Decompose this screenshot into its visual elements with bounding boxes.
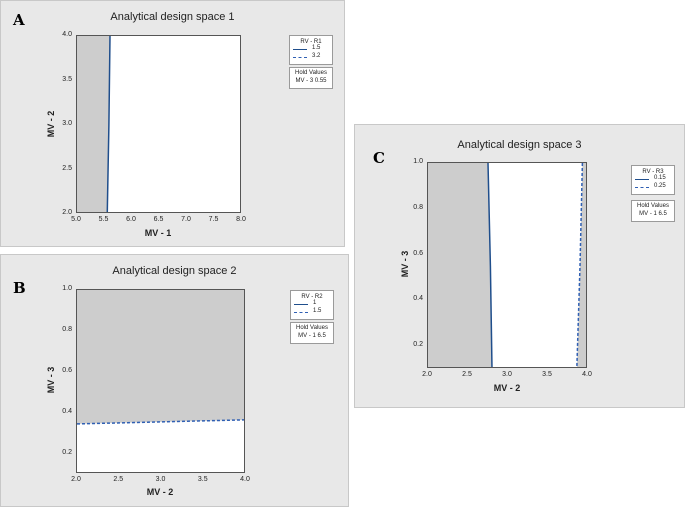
legend-label-solid-b: 1 xyxy=(313,300,317,306)
x-tick-label: 6.0 xyxy=(126,216,136,223)
contour-line-a-0 xyxy=(106,36,111,212)
legend-swatch-solid-a xyxy=(293,49,307,50)
hold-values-title-a: Hold Values xyxy=(295,70,327,76)
x-axis-label-c: MV - 2 xyxy=(493,383,521,393)
legend-title-b: RV - R2 xyxy=(301,294,323,300)
y-tick-label: 3.0 xyxy=(62,120,72,127)
x-tick-label: 6.5 xyxy=(153,216,164,223)
hold-values-a: Hold Values MV - 3 0.55 xyxy=(289,67,333,89)
legend-label-dashed-b: 1.5 xyxy=(313,308,322,314)
legend-c: RV - R3 0.15 0.25 xyxy=(631,165,675,195)
x-tick-label: 3.0 xyxy=(155,476,166,483)
plot-area-b xyxy=(76,289,245,473)
panel-letter-a: A xyxy=(13,11,25,29)
chart-svg-a xyxy=(77,36,111,212)
chart-svg-c xyxy=(428,163,586,367)
infeasible-region-a xyxy=(77,36,110,212)
panel-b: B Analytical design space 2 MV - 2 MV - … xyxy=(0,254,349,507)
legend-entry-solid-a: 1.5 xyxy=(293,45,332,53)
legend-b: RV - R2 1 1.5 xyxy=(290,290,334,320)
panel-c: C Analytical design space 3 MV - 2 MV - … xyxy=(354,124,685,408)
legend-swatch-solid-b xyxy=(294,304,308,305)
legend-swatch-solid-c xyxy=(635,179,649,180)
legend-title-c: RV - R3 xyxy=(642,169,664,175)
y-tick-label: 0.4 xyxy=(413,295,423,303)
x-tick-label: 5.5 xyxy=(98,216,109,223)
y-tick-label: 1.0 xyxy=(413,158,423,165)
y-tick-label: 2.0 xyxy=(62,209,72,216)
chart-svg-b xyxy=(77,290,244,425)
plot-area-a xyxy=(76,35,241,213)
panel-letter-b: B xyxy=(13,279,26,297)
legend-label-dashed-c: 0.25 xyxy=(654,183,666,189)
y-tick-label: 1.0 xyxy=(62,285,72,292)
x-tick-label: 3.0 xyxy=(502,371,512,378)
y-tick-label: 0.4 xyxy=(62,407,72,415)
y-tick-label: 4.0 xyxy=(62,31,72,38)
x-tick-label: 3.5 xyxy=(197,476,208,483)
infeasible-region-left-c xyxy=(428,163,492,367)
contour-line-b-0 xyxy=(77,419,244,425)
legend-swatch-dashed-b xyxy=(294,312,308,313)
legend-title-a: RV - R1 xyxy=(300,39,322,45)
panel-title-a: Analytical design space 1 xyxy=(110,11,235,23)
legend-entry-solid-c: 0.15 xyxy=(635,175,674,183)
contour-line-c-0 xyxy=(487,163,493,367)
x-tick-label: 2.0 xyxy=(71,476,81,483)
hold-values-title-c: Hold Values xyxy=(637,203,669,209)
legend-label-solid-c: 0.15 xyxy=(654,175,666,181)
legend-entry-solid-b: 1 xyxy=(294,300,333,308)
contour-line-c-1 xyxy=(576,163,584,367)
x-tick-label: 2.0 xyxy=(422,371,432,378)
x-tick-label: 2.5 xyxy=(462,371,472,378)
y-tick-label: 0.6 xyxy=(62,366,72,374)
x-tick-label: 3.5 xyxy=(542,371,552,378)
infeasible-region-right-c xyxy=(576,163,586,367)
x-tick-label: 7.0 xyxy=(181,216,191,223)
legend-entry-dashed-a: 3.2 xyxy=(293,53,332,61)
x-tick-label: 8.0 xyxy=(236,216,246,223)
x-axis-label-a: MV - 1 xyxy=(144,228,172,238)
hold-values-c: Hold Values MV - 1 6.5 xyxy=(631,200,675,222)
legend-swatch-dashed-c xyxy=(635,187,649,188)
panel-title-b: Analytical design space 2 xyxy=(112,265,237,277)
y-tick-label: 0.2 xyxy=(62,448,72,456)
x-tick-label: 4.0 xyxy=(240,476,250,483)
x-tick-label: 7.5 xyxy=(208,216,219,223)
legend-entry-dashed-c: 0.25 xyxy=(635,183,674,191)
y-tick-label: 0.8 xyxy=(62,325,72,333)
x-axis-label-b: MV - 2 xyxy=(146,487,174,497)
legend-label-solid-a: 1.5 xyxy=(312,45,321,51)
panel-title-c: Analytical design space 3 xyxy=(457,139,582,151)
hold-values-value-c: MV - 1 6.5 xyxy=(639,211,667,217)
x-tick-label: 2.5 xyxy=(113,476,124,483)
y-tick-label: 0.6 xyxy=(413,249,423,257)
legend-swatch-dashed-a xyxy=(293,57,307,58)
panel-a: A Analytical design space 1 MV - 1 MV - … xyxy=(0,0,345,247)
y-tick-label: 0.2 xyxy=(413,341,423,349)
hold-values-b: Hold Values MV - 1 6.5 xyxy=(290,322,334,344)
y-tick-label: 3.5 xyxy=(62,75,72,83)
legend-label-dashed-a: 3.2 xyxy=(312,53,321,59)
infeasible-region-b xyxy=(77,290,244,424)
hold-values-value-b: MV - 1 6.5 xyxy=(298,333,326,339)
hold-values-title-b: Hold Values xyxy=(296,325,328,331)
hold-values-value-a: MV - 3 0.55 xyxy=(295,78,327,84)
legend-a: RV - R1 1.5 3.2 xyxy=(289,35,333,65)
plot-area-c xyxy=(427,162,587,368)
legend-entry-dashed-b: 1.5 xyxy=(294,308,333,316)
y-tick-label: 0.8 xyxy=(413,203,423,211)
panel-letter-c: C xyxy=(373,149,385,167)
y-tick-label: 2.5 xyxy=(62,164,72,172)
x-tick-label: 4.0 xyxy=(582,371,592,378)
x-tick-label: 5.0 xyxy=(71,216,81,223)
